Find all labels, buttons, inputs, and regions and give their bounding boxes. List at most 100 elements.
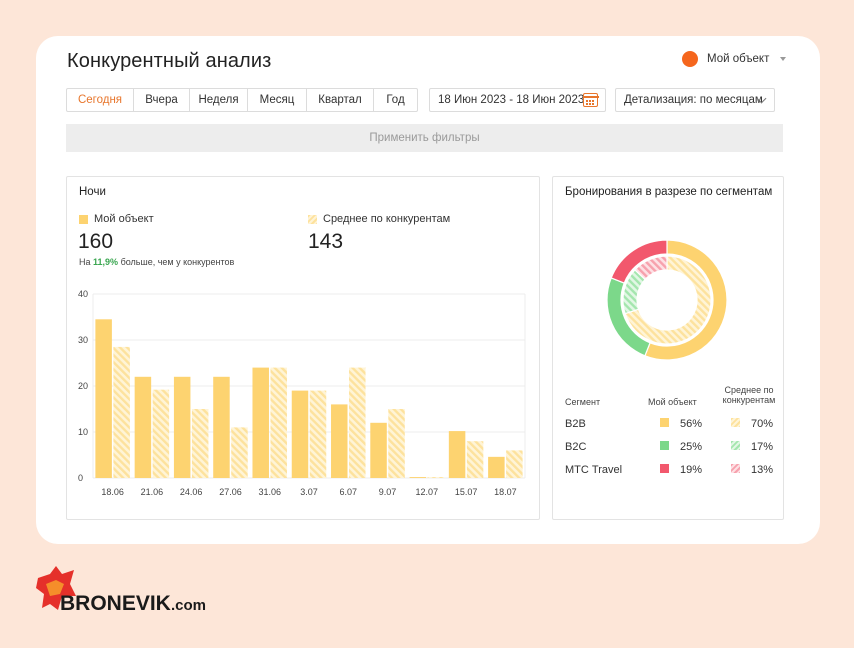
x-tick-label: 9.07 <box>379 487 397 497</box>
tab-yesterday[interactable]: Вчера <box>134 89 190 111</box>
object-dot-icon <box>682 51 698 67</box>
legend-mine-swatch <box>79 214 88 224</box>
mine-value: 160 <box>78 230 114 253</box>
segment-avg: 13% <box>751 464 774 476</box>
table-row: B2C 25% 17% <box>565 441 773 457</box>
page-title: Конкурентный анализ <box>67 50 272 72</box>
segments-panel: Бронирования в разрезе по сегментам Сегм… <box>552 176 784 520</box>
calendar-icon[interactable] <box>582 93 599 107</box>
legend-avg-label: Среднее по конкурентам <box>323 213 451 225</box>
chevron-down-icon <box>780 57 787 61</box>
tab-month[interactable]: Месяц <box>248 89 307 111</box>
tab-year[interactable]: Год <box>386 94 405 106</box>
bar-competitors[interactable] <box>113 346 130 478</box>
logo-suffix: .com <box>171 597 206 614</box>
x-tick-label: 15.07 <box>455 487 478 497</box>
avg-value: 143 <box>308 230 344 253</box>
col-mine: Мой объект <box>648 397 697 407</box>
main-card: Конкурентный анализ Мой объект Сегодня В… <box>36 36 820 544</box>
bar-competitors[interactable] <box>191 409 209 478</box>
bar-mine[interactable] <box>173 376 191 478</box>
x-tick-label: 27.06 <box>219 487 242 497</box>
bar-competitors[interactable] <box>152 389 170 478</box>
bar-competitors[interactable] <box>349 367 366 478</box>
y-tick-label: 40 <box>78 289 88 299</box>
x-tick-label: 31.06 <box>258 487 281 497</box>
nights-title: Ночи <box>79 186 106 198</box>
x-tick-label: 12.07 <box>416 487 439 497</box>
segment-swatch <box>660 441 669 450</box>
x-tick-label: 18.07 <box>494 487 517 497</box>
legend-avg-swatch <box>308 214 317 224</box>
segment-name: B2C <box>565 441 587 453</box>
date-range-picker[interactable]: 18 Июн 2023 - 18 Июн 2023 <box>429 88 606 112</box>
bar-competitors[interactable] <box>427 477 445 478</box>
nights-bar-chart: 0 10 20 30 40 18.06 21.06 24.06 27.06 31.06 3.07 6.… <box>78 289 526 497</box>
donut-inner-mts-travel[interactable] <box>634 255 668 281</box>
y-tick-label: 0 <box>78 473 83 483</box>
segment-avg: 70% <box>751 418 774 430</box>
segment-swatch <box>660 464 669 473</box>
bar-mine[interactable] <box>252 367 269 478</box>
x-tick-label: 18.06 <box>101 487 124 497</box>
object-selector-label: Мой объект <box>707 53 770 65</box>
object-selector[interactable]: Мой объект <box>682 51 787 67</box>
bar-competitors[interactable] <box>506 450 523 478</box>
bar-competitors[interactable] <box>231 427 248 478</box>
segment-swatch <box>731 441 740 450</box>
bar-mine[interactable] <box>448 431 466 478</box>
segment-mine: 19% <box>680 464 703 476</box>
bar-mine[interactable] <box>134 376 152 478</box>
segment-mine: 56% <box>680 418 703 430</box>
period-tabs: Сегодня Вчера Неделя Месяц Квартал Год <box>66 88 418 112</box>
bar-competitors[interactable] <box>466 441 484 478</box>
segment-name: МТС Travel <box>565 464 623 476</box>
legend-mine: Мой объект <box>79 213 154 225</box>
segment-mine: 25% <box>680 441 703 453</box>
bar-competitors[interactable] <box>270 367 287 478</box>
table-row: МТС Travel 19% 13% <box>565 464 773 480</box>
donut-outer-mts-travel[interactable] <box>610 239 668 284</box>
bar-competitors[interactable] <box>309 390 327 478</box>
x-tick-label: 24.06 <box>180 487 203 497</box>
legend-mine-label: Мой объект <box>94 213 154 225</box>
tab-quarter[interactable]: Квартал <box>307 89 374 111</box>
nights-panel: Ночи Мой объект 160 Среднее по конкурент… <box>66 176 540 520</box>
segment-swatch <box>660 418 669 427</box>
bar-mine[interactable] <box>370 422 387 478</box>
donut-inner-b2b[interactable] <box>624 255 712 345</box>
x-tick-label: 3.07 <box>300 487 318 497</box>
col-avg: Среднее по конкурентам <box>722 385 776 405</box>
date-range-value: 18 Июн 2023 - 18 Июн 2023 <box>438 94 585 106</box>
bar-mine[interactable] <box>291 390 309 478</box>
col-avg-line1: Среднее по <box>724 385 774 395</box>
segment-swatch <box>731 418 740 427</box>
comparison-note: На 11,9% больше, чем у конкурентов <box>79 257 234 267</box>
bar-mine[interactable] <box>488 456 505 478</box>
logo-text: BRONEVIK <box>60 592 171 615</box>
detail-select-value: Детализация: по месяцам <box>624 94 763 106</box>
segment-avg: 17% <box>751 441 774 453</box>
segments-title: Бронирования в разрезе по сегментам <box>565 186 773 198</box>
bar-competitors[interactable] <box>388 409 405 478</box>
bar-mine[interactable] <box>213 376 230 478</box>
y-tick-label: 30 <box>78 335 88 345</box>
legend-avg: Среднее по конкурентам <box>308 213 450 225</box>
bar-mine[interactable] <box>95 319 112 478</box>
bronevik-logo: BRONEVIK .com <box>36 566 206 615</box>
col-avg-line2: конкурентам <box>722 395 776 405</box>
x-tick-label: 21.06 <box>141 487 164 497</box>
col-segment: Сегмент <box>565 397 601 407</box>
y-tick-label: 10 <box>78 427 88 437</box>
apply-filters-button[interactable]: Применить фильтры <box>66 124 783 152</box>
segment-swatch <box>731 464 740 473</box>
note-prefix: На <box>79 257 91 267</box>
y-tick-label: 20 <box>78 381 88 391</box>
table-row: B2B 56% 70% <box>565 418 773 434</box>
tab-week[interactable]: Неделя <box>190 89 248 111</box>
tab-today[interactable]: Сегодня <box>67 89 134 111</box>
bar-mine[interactable] <box>331 404 348 478</box>
bar-mine[interactable] <box>409 477 427 478</box>
detail-select[interactable]: Детализация: по месяцам <box>615 88 775 112</box>
note-percent: 11,9% <box>93 257 119 267</box>
